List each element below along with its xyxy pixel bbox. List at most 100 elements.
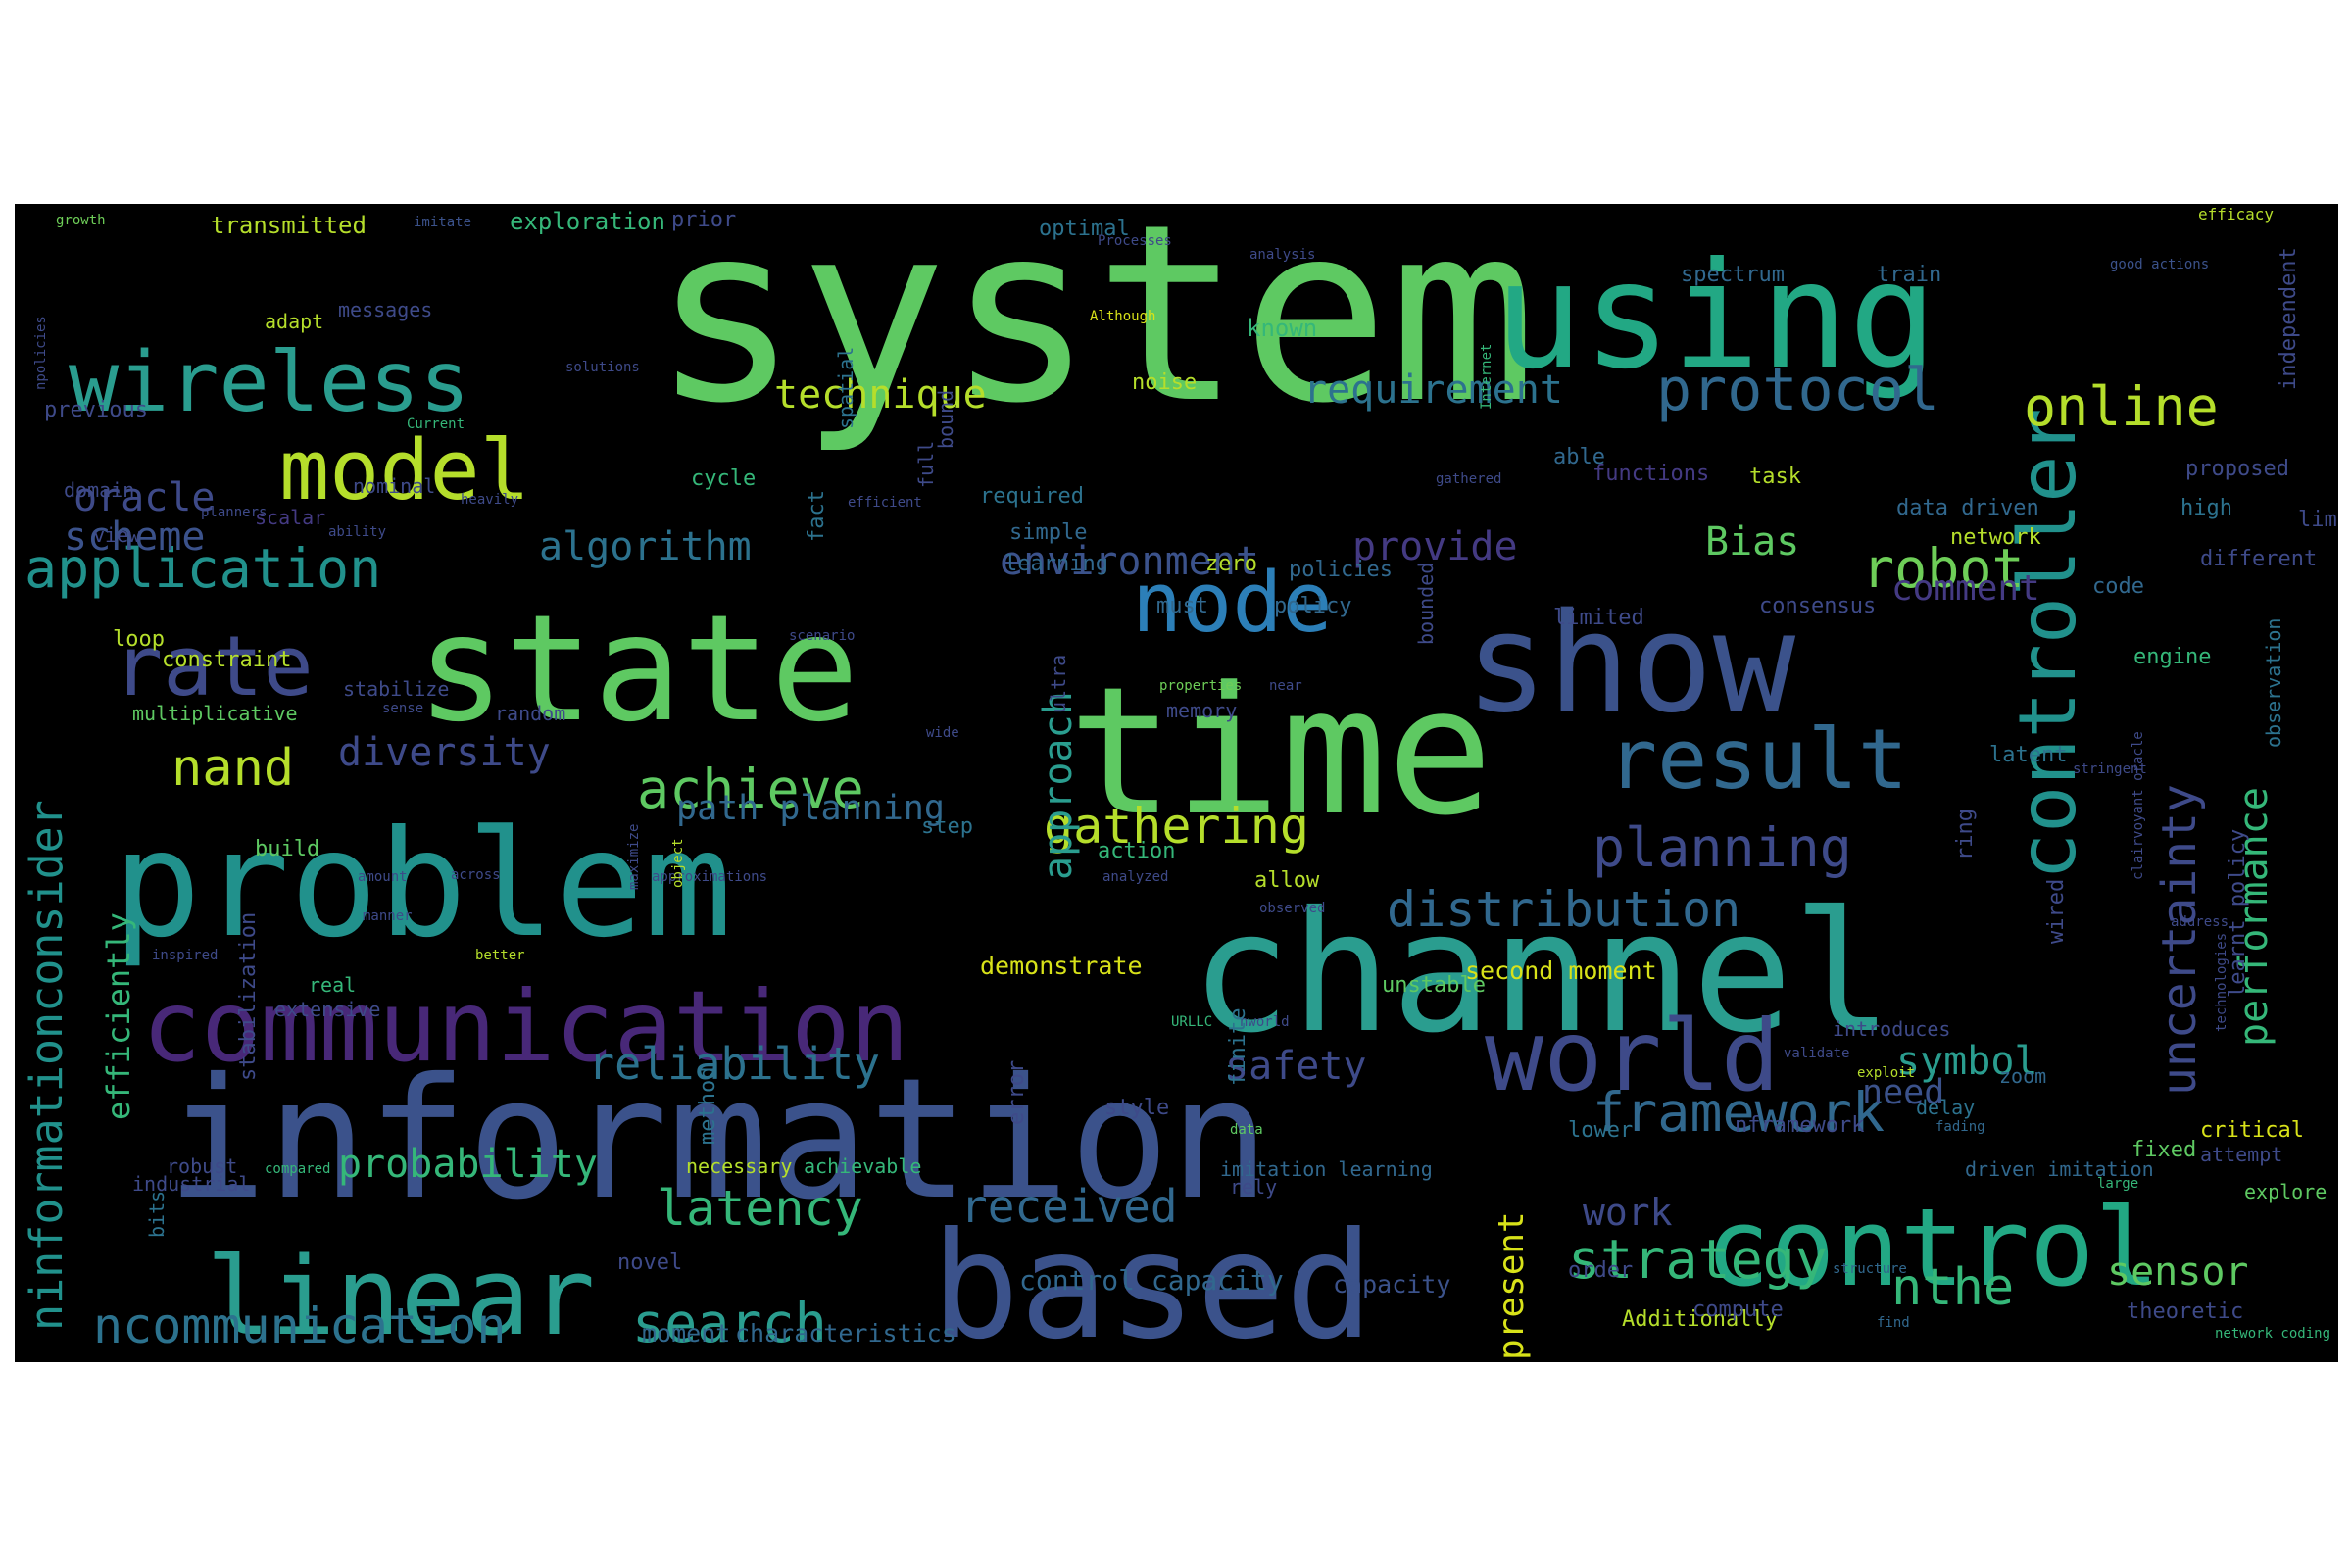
word-observed: observed (1259, 901, 1326, 916)
word-real: real (309, 973, 357, 997)
word-state: state (416, 584, 859, 755)
word-near: near (1269, 678, 1302, 694)
word-approximations: approximations (652, 869, 768, 885)
word-network-coding: network coding (2215, 1326, 2331, 1342)
word-need: need (1862, 1073, 1945, 1112)
word-fact: fact (805, 490, 829, 542)
word-stabilization: stabilization (236, 911, 261, 1081)
word-gathering: gathering (1044, 798, 1309, 855)
word-scheme: scheme (64, 514, 206, 560)
word-action: action (1098, 839, 1176, 863)
word-information: information (167, 1043, 1270, 1237)
word-policies: policies (1289, 558, 1393, 582)
word-internet: Internet (1479, 343, 1494, 410)
word-stabilize: stabilize (343, 677, 450, 701)
word-engine: engine (2133, 645, 2212, 669)
word-gathered: gathered (1436, 471, 1502, 487)
word-functions: functions (1592, 462, 1710, 486)
word-controller: controller (2002, 408, 2093, 880)
word-large: large (2097, 1176, 2139, 1192)
word-explore: explore (2244, 1180, 2328, 1203)
word-capacity: capacity (1333, 1270, 1451, 1298)
word-necessary: necessary (686, 1154, 793, 1178)
word-using: using (1494, 231, 1937, 402)
word-wide: wide (926, 725, 959, 741)
word-learnt-policy: learnt policy (2226, 828, 2250, 998)
word-address: address (2171, 914, 2230, 930)
word-rely: rely (1230, 1175, 1278, 1199)
word-limited: limited (1553, 606, 1644, 630)
word-amount: amount (358, 869, 408, 885)
word-compared: compared (265, 1161, 331, 1177)
word-problem: problem (113, 800, 733, 970)
word-inspired: inspired (152, 948, 219, 963)
word-step: step (921, 814, 973, 839)
word-must: must (1156, 594, 1208, 618)
word-code: code (2092, 574, 2144, 599)
word-learning: learning (1004, 552, 1108, 576)
word-nworld: nworld (1240, 1014, 1290, 1030)
word-critical: critical (2200, 1118, 2304, 1143)
word-rate: rate (113, 618, 314, 715)
word-introduces: introduces (1833, 1017, 1951, 1041)
word-requirement: requirement (1303, 368, 1563, 413)
word-build: build (255, 837, 320, 861)
word-search: search (632, 1292, 827, 1354)
word-object: object (670, 838, 686, 888)
word-finite: finite (1226, 1007, 1250, 1086)
word-network: network (1950, 525, 2041, 550)
word-messages: messages (338, 298, 433, 321)
word-additionally: Additionally (1622, 1307, 1778, 1332)
word-wired: wired (2044, 878, 2069, 944)
word-fading: fading (1936, 1119, 1985, 1135)
word-time: time (1068, 650, 1494, 855)
word-scalar: scalar (255, 506, 326, 529)
word-probability: probability (338, 1142, 598, 1187)
word-delay: delay (1916, 1096, 1976, 1119)
word-sensor: sensor (2107, 1250, 2249, 1295)
word-application: application (24, 537, 382, 600)
word-exploit: exploit (1857, 1065, 1916, 1081)
word-different: different (2200, 547, 2318, 571)
word-theoretic: theoretic (2127, 1299, 2244, 1324)
word-wireless: wireless (69, 334, 470, 431)
word-style: style (1104, 1096, 1170, 1120)
word-consensus: consensus (1759, 594, 1877, 618)
word-achieve: achieve (637, 758, 864, 820)
word-ultra: ultra (1047, 654, 1070, 713)
word-work: work (1583, 1191, 1673, 1234)
word-high: high (2180, 496, 2232, 520)
word-characteristics: characteristics (735, 1319, 956, 1348)
word-current: Current (407, 416, 466, 432)
word-data: data (1230, 1122, 1263, 1138)
word-data-driven: data driven (1896, 496, 2039, 520)
word-show: show (1465, 584, 1796, 744)
word-proposed: proposed (2185, 457, 2289, 481)
word-observation: observation (2262, 617, 2285, 748)
word-compute: compute (1692, 1298, 1784, 1322)
word-nframework: nframework (1735, 1113, 1865, 1138)
word-model: model (279, 422, 530, 519)
word-bound: bound (934, 389, 957, 449)
word-bias: Bias (1705, 519, 1800, 564)
word-nand: nand (172, 739, 295, 798)
word-ncommunication: ncommunication (93, 1298, 507, 1354)
word-world: world (1485, 999, 1781, 1113)
word-node: node (1132, 555, 1333, 652)
word-memory: memory (1166, 699, 1238, 722)
word-symbol: symbol (1896, 1039, 2038, 1084)
word-multiplicative: multiplicative (132, 702, 298, 725)
word-find: find (1877, 1315, 1910, 1331)
word-planning: planning (1592, 816, 1852, 879)
word-approach: approach (1036, 691, 1081, 880)
word-growth: growth (56, 213, 106, 228)
word-oracle: oracle (74, 475, 216, 520)
word-noise: noise (1132, 370, 1198, 395)
word-order: order (1568, 1258, 1634, 1283)
word-solutions: solutions (565, 360, 640, 375)
word-view: view (93, 523, 141, 547)
word-analysis: analysis (1250, 247, 1316, 263)
word-online: online (2024, 375, 2219, 438)
word-error: error (1004, 1059, 1029, 1125)
word-unstable: unstable (1382, 973, 1486, 998)
